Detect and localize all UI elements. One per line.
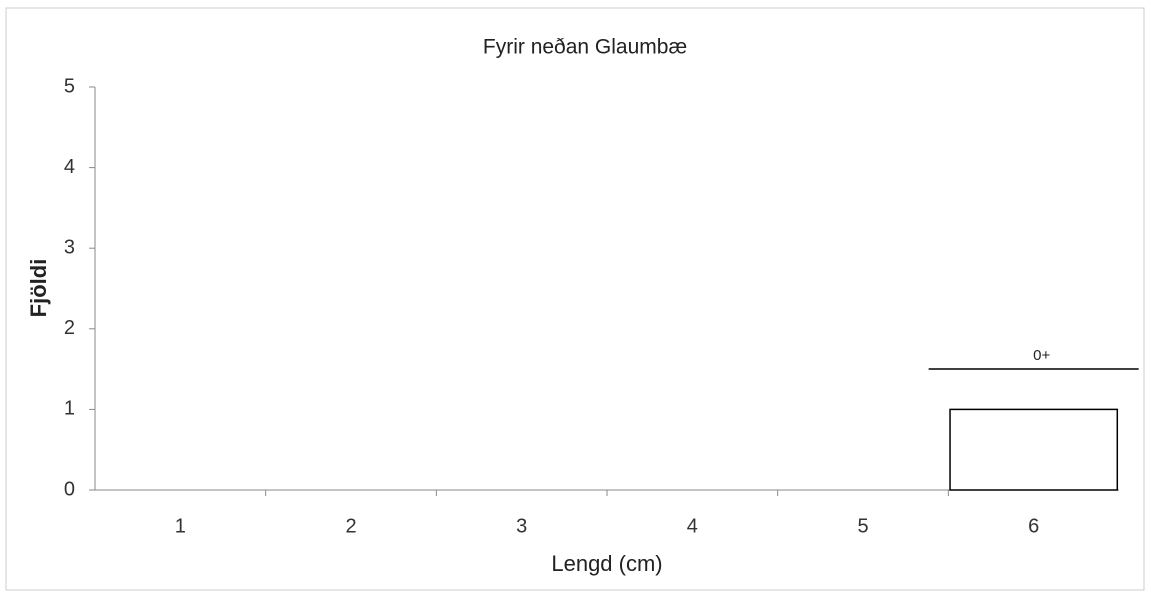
x-tick-label: 6 xyxy=(1028,515,1039,537)
annotation: 0+ xyxy=(1033,347,1050,364)
y-tick-label: 4 xyxy=(64,156,75,178)
y-tick-label: 1 xyxy=(64,398,75,420)
y-tick-label: 2 xyxy=(64,317,75,339)
y-tick-label: 5 xyxy=(64,75,75,97)
chart-title: Fyrir neðan Glaumbæ xyxy=(483,36,687,59)
x-tick-label: 4 xyxy=(687,515,698,537)
y-axis-label: Fjöldi xyxy=(26,259,51,318)
x-tick-label: 3 xyxy=(516,515,527,537)
x-axis-label: Lengd (cm) xyxy=(551,551,662,576)
x-tick-label: 2 xyxy=(345,515,356,537)
bar xyxy=(949,408,1119,491)
y-tick-label: 0 xyxy=(64,478,75,500)
y-tick-label: 3 xyxy=(64,236,75,258)
x-tick-label: 1 xyxy=(175,515,186,537)
x-tick-label: 5 xyxy=(857,515,868,537)
chart-frame xyxy=(5,7,1145,591)
